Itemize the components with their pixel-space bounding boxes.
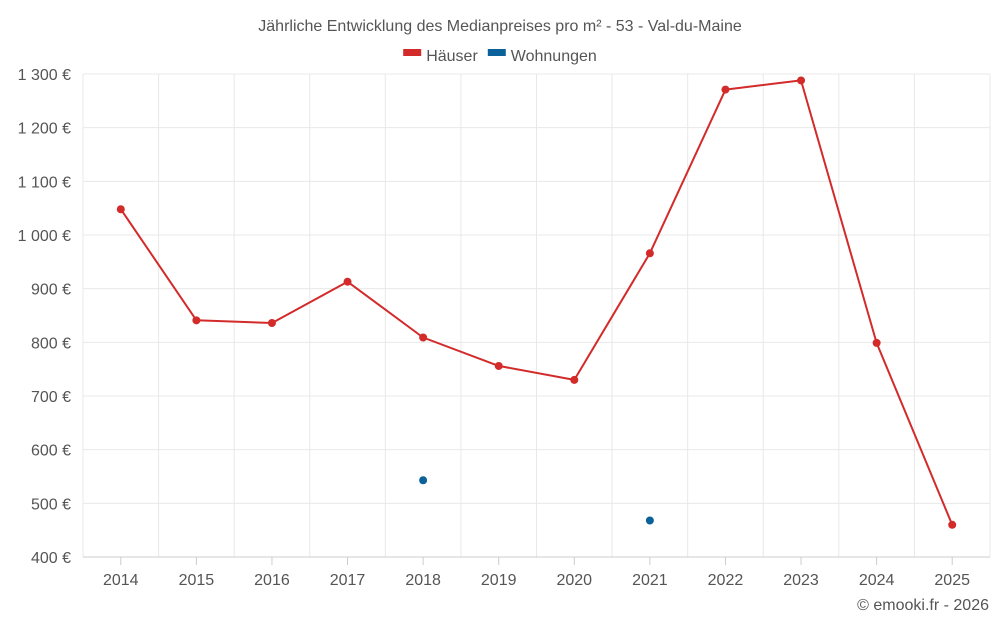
data-point[interactable] (645, 516, 654, 525)
data-point[interactable] (872, 338, 881, 347)
chart-title: Jährliche Entwicklung des Medianpreises … (258, 18, 742, 35)
y-tick-label: 800 € (31, 335, 71, 352)
x-axis: 2014 2015 2016 2017 2018 2019 2020 2021 2022 2023… (83, 556, 990, 589)
x-tick-label: 2021 (632, 572, 668, 589)
data-point[interactable] (948, 520, 957, 529)
x-tick-label: 2025 (934, 572, 970, 589)
y-tick-label: 1 300 € (18, 67, 71, 84)
data-point[interactable] (721, 85, 730, 94)
x-tick-label: 2017 (330, 572, 366, 589)
series-line-häuser (119, 79, 954, 526)
data-point[interactable] (419, 476, 428, 485)
data-point[interactable] (343, 277, 352, 286)
y-tick-label: 700 € (31, 389, 71, 406)
series-layer (116, 76, 957, 529)
y-axis: 400 € 500 € 600 € 700 € 800 € 900 € 1 000 € 1 1… (18, 67, 71, 567)
data-point[interactable] (419, 333, 428, 342)
y-tick-label: 1 100 € (18, 174, 71, 191)
y-tick-label: 1 000 € (18, 228, 71, 245)
x-tick-label: 2020 (556, 572, 592, 589)
x-tick-label: 2024 (859, 572, 895, 589)
legend-item-häuser[interactable]: Häuser (403, 48, 478, 65)
x-tick-label: 2019 (481, 572, 517, 589)
legend-label: Häuser (426, 48, 478, 65)
data-point[interactable] (267, 319, 276, 328)
x-tick-label: 2022 (708, 572, 744, 589)
legend: Häuser Wohnungen (403, 48, 597, 65)
credit-text: © emooki.fr - 2026 (857, 597, 989, 614)
data-point[interactable] (192, 316, 201, 325)
x-tick-label: 2015 (179, 572, 215, 589)
data-point[interactable] (645, 249, 654, 258)
x-tick-label: 2016 (254, 572, 290, 589)
data-point[interactable] (494, 361, 503, 370)
legend-swatch (403, 49, 422, 56)
legend-swatch (487, 49, 506, 56)
data-point[interactable] (797, 76, 806, 85)
y-tick-label: 1 200 € (18, 121, 71, 138)
data-point[interactable] (116, 205, 125, 214)
data-point[interactable] (570, 375, 579, 384)
legend-label: Wohnungen (511, 48, 597, 65)
y-tick-label: 400 € (31, 550, 71, 567)
legend-item-wohnungen[interactable]: Wohnungen (487, 48, 597, 65)
x-tick-label: 2023 (783, 572, 819, 589)
y-tick-label: 900 € (31, 282, 71, 299)
x-tick-label: 2014 (103, 572, 139, 589)
y-tick-label: 500 € (31, 496, 71, 513)
y-tick-label: 600 € (31, 443, 71, 460)
x-tick-label: 2018 (405, 572, 441, 589)
grid (82, 73, 991, 557)
